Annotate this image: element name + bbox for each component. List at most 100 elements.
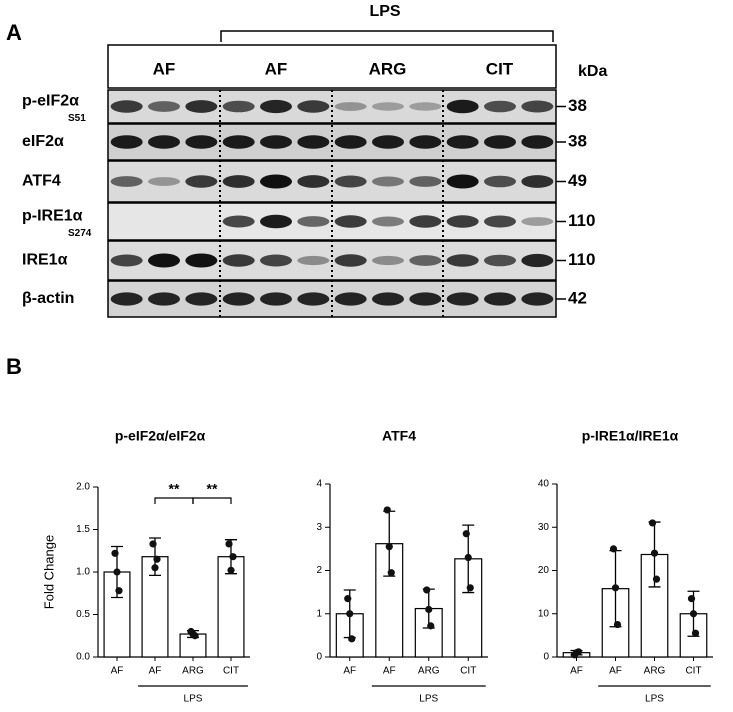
x-tick-label: ARG [182, 666, 204, 677]
data-point [113, 568, 121, 576]
band [521, 292, 554, 306]
y-tick-label: 0 [316, 652, 322, 663]
band [110, 176, 143, 187]
row-sublabel: S274 [68, 228, 92, 239]
y-tick-label: 30 [538, 522, 550, 533]
panel-label: B [6, 354, 22, 379]
row-label: IRE1α [22, 252, 68, 269]
data-point [423, 586, 431, 594]
x-tick-label: AF [149, 666, 162, 677]
group-label: LPS [184, 694, 203, 705]
band [409, 102, 442, 111]
x-tick-label: AF [343, 666, 356, 677]
band [222, 215, 255, 228]
y-tick-label: 3 [316, 522, 322, 533]
data-point [425, 605, 433, 614]
band [148, 177, 180, 186]
data-point [650, 549, 659, 557]
data-point [687, 595, 696, 603]
band [222, 100, 255, 113]
band [297, 216, 330, 227]
significance-label: ** [207, 481, 218, 497]
data-point [151, 564, 159, 572]
data-point [344, 595, 352, 603]
unit-label: kDa [578, 63, 607, 80]
x-tick-label: CIT [223, 666, 239, 677]
lane-label: CIT [486, 59, 514, 78]
row-label: ATF4 [22, 173, 61, 190]
data-point [689, 610, 698, 618]
band [110, 100, 143, 113]
x-tick-label: AF [111, 666, 124, 677]
band [297, 292, 330, 306]
data-point [227, 566, 235, 574]
y-tick-label: 0.5 [76, 609, 90, 620]
band [185, 175, 218, 188]
data-point [387, 569, 395, 577]
band [260, 99, 292, 114]
band [297, 175, 330, 188]
band [446, 292, 479, 306]
blot: AF AF ARG CIT p-eIF2α S51 38 eIF2α 38 ATF4 49 p-IRE… [22, 44, 595, 318]
group-label: LPS [419, 694, 438, 705]
data-point [466, 584, 474, 592]
kda-label: 42 [568, 288, 587, 307]
data-point [427, 622, 435, 630]
band [446, 254, 479, 267]
chart-title: p-IRE1α/IRE1α [582, 428, 679, 444]
lane-label: AF [153, 59, 176, 78]
lane-label: ARG [369, 59, 407, 78]
group-label: LPS [369, 3, 400, 20]
band [372, 176, 404, 187]
row-label: p-eIF2α [22, 93, 79, 110]
band [484, 292, 516, 306]
band [334, 292, 367, 306]
band [334, 135, 367, 149]
y-tick-label: 0 [543, 652, 549, 663]
x-tick-label: ARG [644, 666, 666, 677]
kda-label: 49 [568, 171, 587, 190]
data-point [153, 555, 161, 563]
band [297, 135, 330, 149]
data-point [652, 575, 661, 583]
data-point [111, 549, 119, 557]
data-point [225, 540, 233, 548]
significance-bracket [154, 497, 194, 504]
data-point [383, 506, 391, 514]
y-tick-label: 1 [316, 608, 322, 619]
band [372, 135, 404, 149]
band [148, 292, 180, 306]
band [185, 292, 218, 306]
x-tick-label: CIT [460, 666, 476, 677]
band [222, 175, 255, 188]
band [260, 292, 292, 306]
kda-label: 110 [568, 250, 595, 269]
data-point [609, 545, 618, 553]
header-box [107, 44, 557, 89]
data-point [613, 620, 622, 629]
band [446, 135, 479, 149]
band [260, 174, 292, 189]
band [222, 135, 255, 149]
band [185, 135, 218, 149]
band [148, 101, 180, 112]
x-tick-label: ARG [418, 666, 440, 677]
band [222, 292, 255, 306]
band [334, 102, 367, 111]
band [484, 100, 516, 113]
x-tick-label: AF [609, 666, 622, 677]
band [297, 255, 330, 266]
band [521, 135, 554, 149]
band [409, 215, 442, 228]
band [409, 255, 442, 266]
group-label: LPS [645, 694, 664, 705]
band [110, 292, 143, 306]
data-point [691, 629, 700, 637]
data-point [611, 584, 620, 592]
x-tick-label: AF [383, 666, 396, 677]
y-tick-label: 20 [538, 565, 550, 576]
band [484, 135, 516, 149]
band [297, 100, 330, 113]
band [110, 254, 143, 267]
